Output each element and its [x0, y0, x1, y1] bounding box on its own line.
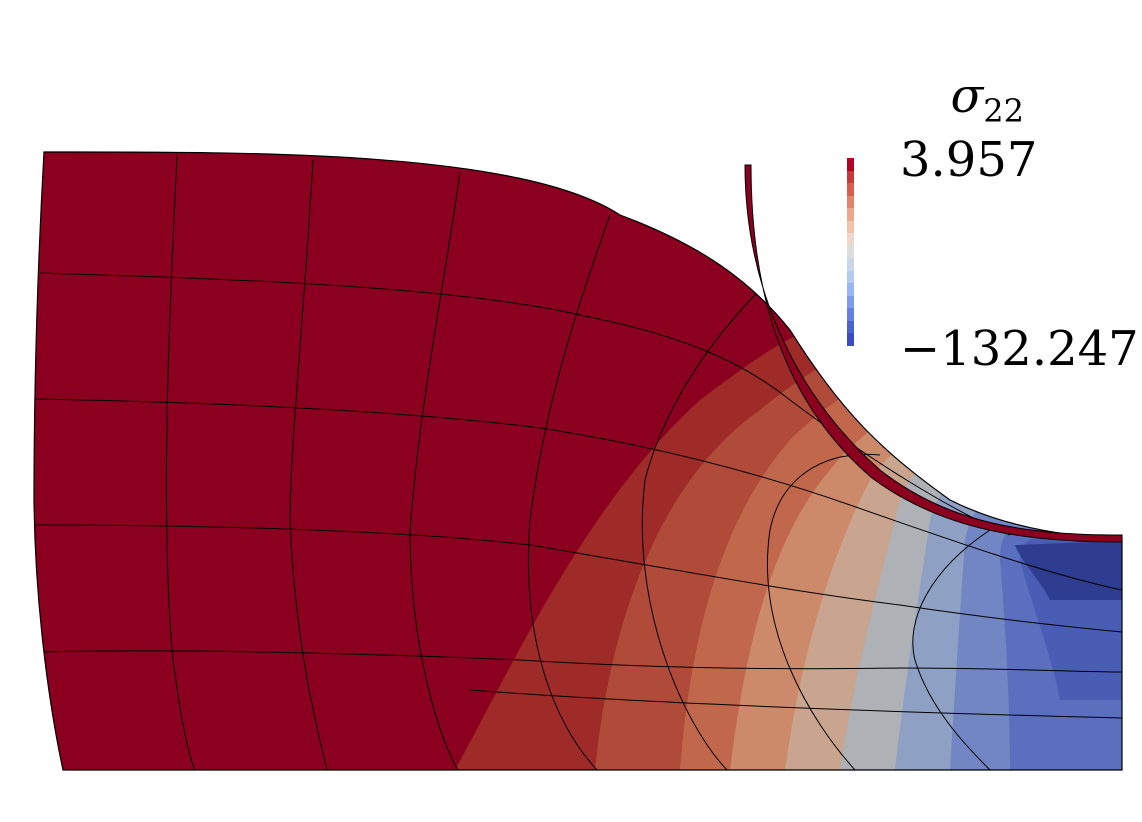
colorbar-band [847, 233, 854, 246]
colorbar-band [847, 283, 854, 296]
legend-field-symbol: σ [950, 68, 984, 124]
colorbar-band [847, 258, 854, 271]
mesh-line-v1 [165, 154, 196, 770]
colorbar-band [847, 245, 854, 259]
legend-min-label: −132.247 [900, 321, 1139, 377]
mesh-line-v3 [409, 171, 461, 770]
colorbar-band [847, 333, 854, 346]
mesh-line-v6 [766, 453, 881, 770]
mesh-line-v4 [527, 214, 611, 770]
indenter-arc [744, 164, 1123, 543]
mesh-line-v5 [641, 289, 761, 770]
colorbar-band [847, 195, 854, 209]
colorbar-band [847, 320, 854, 334]
colorbar-band [847, 158, 854, 171]
mesh-line-h5 [469, 689, 1122, 719]
colorbar-band [847, 183, 854, 196]
mesh-line-v7 [912, 529, 991, 770]
legend-title: σ22 [951, 72, 1024, 127]
contour-band-12 [1015, 540, 1122, 600]
colorbar-band [847, 308, 854, 321]
colorbar-band [847, 270, 854, 284]
colorbar-band [847, 170, 854, 184]
finite-element-mesh [34, 154, 1122, 770]
mesh-line-h2 [35, 398, 1122, 591]
legend-field-subscript: 22 [983, 92, 1024, 130]
colorbar-band [847, 208, 854, 221]
mesh-line-h3 [34, 524, 1122, 633]
mesh-line-v2 [289, 159, 328, 770]
mesh-line-h1 [39, 272, 1011, 536]
colorbar-band [847, 220, 854, 234]
mesh-line-h4 [39, 650, 1122, 673]
deformed-body-outline [33, 151, 1123, 771]
colorbar [847, 158, 854, 346]
legend-max-label: 3.957 [900, 132, 1038, 188]
colorbar-band [847, 295, 854, 309]
